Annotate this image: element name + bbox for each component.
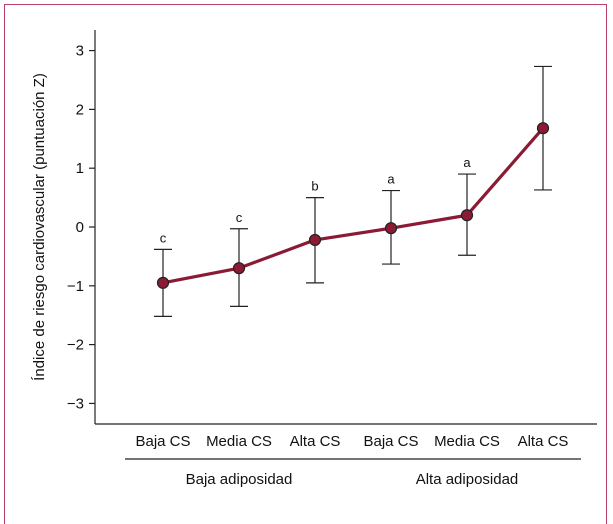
data-point: [156, 276, 170, 289]
x-tick-label: Media CS: [434, 433, 500, 450]
x-tick-label: Media CS: [206, 433, 272, 450]
series-line-group: [156, 122, 550, 289]
data-point: [384, 222, 398, 235]
y-tick-label: 2: [76, 101, 84, 118]
annotation-label: a: [463, 155, 471, 170]
data-point: [232, 262, 246, 275]
y-tick-label: −3: [67, 395, 84, 412]
annotation-label: a: [387, 172, 395, 187]
x-tick-label: Alta CS: [518, 433, 569, 450]
y-tick-label: 0: [76, 219, 84, 236]
data-point: [460, 209, 474, 222]
significance-annotations: c c b a a: [160, 155, 472, 245]
data-point: [308, 233, 322, 247]
group-label: Baja adiposidad: [186, 471, 293, 488]
y-axis-title: Índice de riesgo cardiovascular (puntuac…: [31, 73, 48, 381]
x-axis: Baja CS Media CS Alta CS Baja CS Media CS Alt…: [95, 423, 597, 488]
y-axis: 3 2 1 0 −1 −2 −3: [67, 30, 96, 424]
x-tick-label: Alta CS: [290, 433, 341, 450]
y-tick-label: −1: [67, 278, 84, 295]
x-tick-label: Baja CS: [363, 433, 418, 450]
annotation-label: c: [236, 210, 243, 225]
annotation-label: c: [160, 230, 167, 245]
annotation-label: b: [311, 179, 318, 194]
x-tick-label: Baja CS: [135, 433, 190, 450]
error-bars: [154, 65, 552, 317]
series-line: [162, 127, 545, 285]
y-tick-label: −2: [67, 337, 84, 354]
y-tick-label: 3: [76, 43, 84, 60]
chart-frame: [4, 4, 607, 524]
group-label: Alta adiposidad: [416, 471, 519, 488]
data-point: [536, 122, 550, 135]
y-tick-label: 1: [76, 160, 84, 177]
